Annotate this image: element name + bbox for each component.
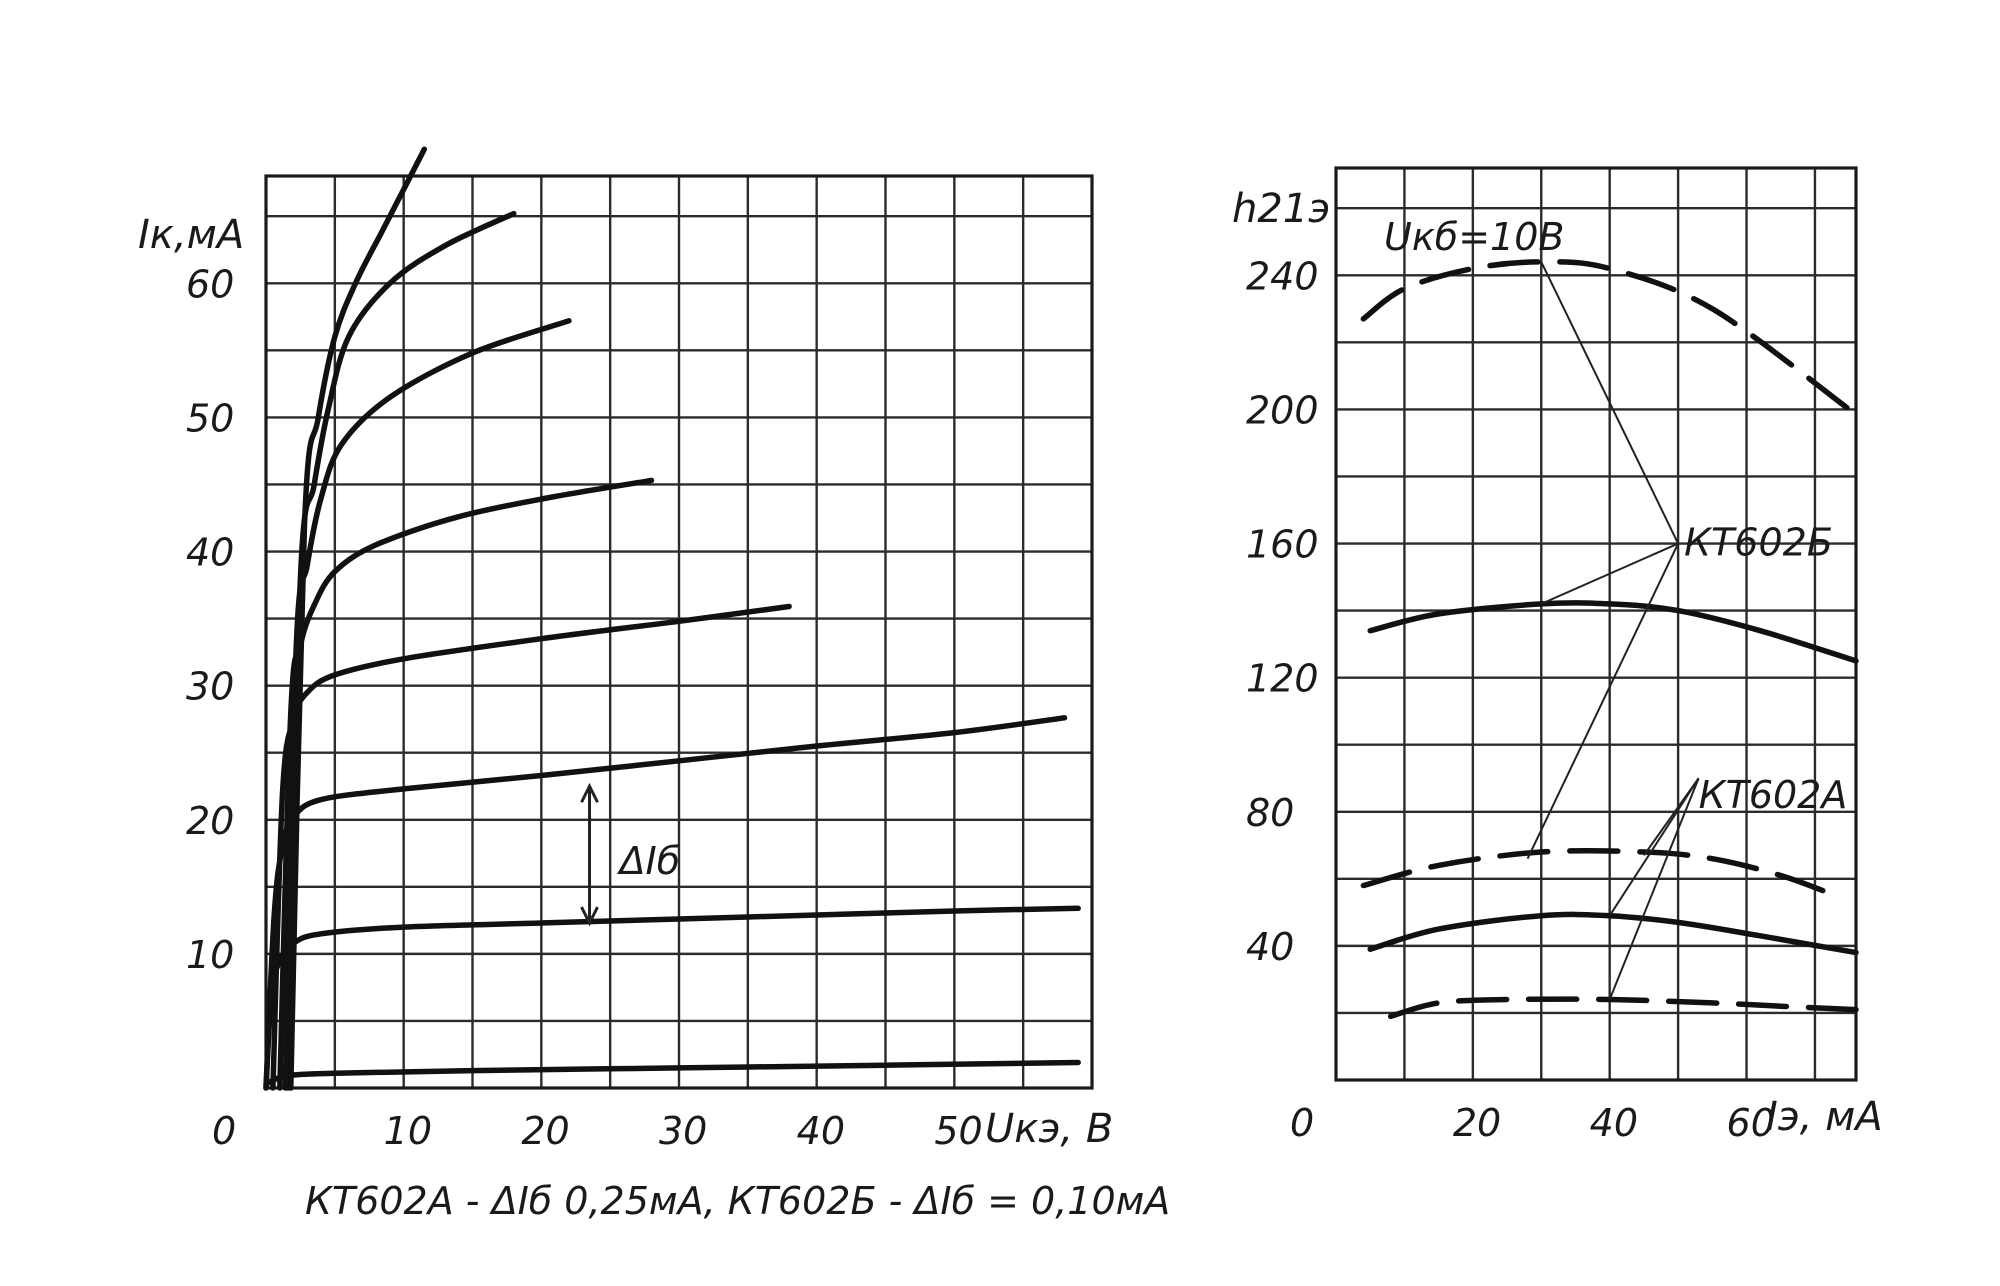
left-x-tick-label: 30 <box>659 1109 707 1153</box>
right-grid <box>1334 168 1856 1082</box>
right-y-tick-label: 80 <box>1246 791 1294 835</box>
left-series-4-line <box>270 603 792 1091</box>
right-ticks: 0 20 40 60 40 80 120 160 200 240 <box>1246 254 1775 1145</box>
right-y-tick-label: 240 <box>1246 254 1319 298</box>
left-x-tick-label: 40 <box>797 1109 845 1153</box>
left-series-6-line <box>282 318 572 1091</box>
left-x-axis-label: Uкэ, В <box>985 1106 1113 1152</box>
leader-kt602a <box>1608 777 1700 917</box>
left-series-2-line <box>263 905 1081 1091</box>
right-y-axis-label: h21э <box>1232 186 1330 232</box>
left-x-tick-label: 20 <box>521 1109 569 1153</box>
right-x-tick-label: 40 <box>1590 1101 1638 1145</box>
delta-ib-arrowhead-top <box>580 782 599 803</box>
right-chart: 0 20 40 60 40 80 120 160 200 240 h21э Iэ, мА Uкб=… <box>1232 166 1883 1145</box>
left-curves <box>263 146 1081 1091</box>
left-series-3-line <box>263 715 1068 1091</box>
left-chart: 0 10 20 30 40 50 10 20 30 40 50 60 Iк,мА Uкэ, В КТ6… <box>138 146 1170 1223</box>
left-x-tick-label: 50 <box>934 1109 982 1153</box>
right-plot-frame <box>1334 166 1858 1082</box>
right-y-tick-label: 200 <box>1246 388 1319 432</box>
leader-kt602a <box>1608 777 1700 1000</box>
right-y-tick-label: 160 <box>1246 523 1319 567</box>
right-series-3-line <box>1360 847 1839 899</box>
left-y-tick-label: 50 <box>186 396 234 440</box>
leader-kt602b <box>1540 542 1679 605</box>
right-series-2-line <box>1367 600 1859 664</box>
label-kt602b: КТ602Б <box>1684 521 1833 565</box>
left-x-tick-label: 10 <box>384 1109 432 1153</box>
leader-kt602b <box>1540 261 1680 544</box>
left-x-tick-label: 0 <box>212 1109 236 1153</box>
left-series-1-line <box>263 1059 1081 1087</box>
left-ticks: 0 10 20 30 40 50 10 20 30 40 50 60 <box>186 262 983 1153</box>
left-footnote: КТ602А - ΔIб 0,25мА, КТ602Б - ΔIб = 0,10… <box>305 1179 1170 1223</box>
right-y-tick-label: 40 <box>1246 925 1294 969</box>
left-series-5-line <box>277 477 655 1091</box>
left-y-tick-label: 30 <box>186 665 234 709</box>
right-x-tick-label: 20 <box>1453 1101 1501 1145</box>
delta-ib-label: ΔIб <box>617 839 681 883</box>
label-kt602a: КТ602А <box>1699 773 1848 817</box>
left-y-tick-label: 40 <box>186 531 234 575</box>
delta-ib-annotation: ΔIб <box>580 782 681 927</box>
left-series-8-line <box>288 146 428 1091</box>
left-y-tick-label: 10 <box>186 933 234 977</box>
right-y-tick-label: 120 <box>1246 657 1319 701</box>
leader-kt602b <box>1526 543 1680 860</box>
right-leader-lines <box>1526 261 1700 1000</box>
left-y-axis-label: Iк,мА <box>138 212 244 258</box>
left-y-tick-label: 60 <box>186 262 234 306</box>
left-plot-frame <box>264 174 1094 1090</box>
right-x-tick-label: 60 <box>1727 1101 1775 1145</box>
left-grid <box>264 176 1094 1090</box>
right-condition-label: Uкб=10В <box>1384 215 1564 259</box>
right-x-tick-label: 0 <box>1290 1101 1314 1145</box>
left-y-tick-label: 20 <box>186 799 234 843</box>
right-x-axis-label: Iэ, мА <box>1766 1094 1883 1140</box>
delta-ib-arrowhead-bottom <box>580 906 599 927</box>
left-series-7-line <box>285 210 517 1091</box>
right-series-1-line <box>1360 259 1852 413</box>
